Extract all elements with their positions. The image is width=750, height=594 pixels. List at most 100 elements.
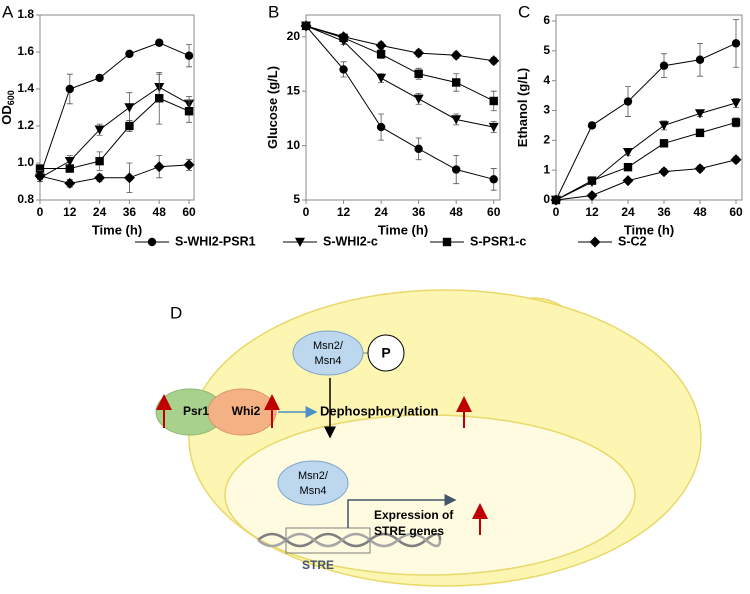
x-tick-label: 60 xyxy=(182,205,196,219)
series-line xyxy=(555,102,737,201)
point xyxy=(34,170,46,182)
point xyxy=(586,190,598,201)
point xyxy=(730,98,742,109)
y-axis-title: Ethanol (g/L) xyxy=(515,68,530,147)
point xyxy=(694,109,706,119)
y-tick-label: 1.4 xyxy=(17,81,34,95)
msn-protein xyxy=(277,460,349,506)
point xyxy=(489,175,498,184)
y-tick-label: 0 xyxy=(543,192,550,206)
y-tick-label: 1 xyxy=(543,162,550,176)
legend-label: S-WHI2-PSR1 xyxy=(175,234,256,248)
series-line xyxy=(305,25,494,128)
y-axis-title-text: OD xyxy=(0,105,14,125)
y-tick-label: 1.6 xyxy=(17,44,34,58)
x-tick-label: 36 xyxy=(657,205,671,219)
series-line xyxy=(555,159,737,201)
y-tick-label: 6 xyxy=(543,13,550,27)
point xyxy=(488,122,499,133)
point xyxy=(124,103,135,113)
dna-strand xyxy=(257,532,442,548)
phosphate xyxy=(367,334,405,372)
point xyxy=(376,122,386,132)
x-tick-label: 0 xyxy=(553,205,560,219)
diagram: D Msn2/ Msn4 P Psr1 Whi2 Dephosphorylati… xyxy=(155,289,702,587)
point xyxy=(64,177,76,189)
point xyxy=(338,31,350,43)
series-line xyxy=(305,25,494,102)
x-axis-title: Time (h) xyxy=(92,222,142,237)
point xyxy=(587,176,597,185)
point xyxy=(659,61,669,70)
point xyxy=(695,55,705,64)
y-axis-title-text: Glucose (g/L) xyxy=(265,66,280,149)
legend-marker xyxy=(442,237,452,247)
x-tick-label: 24 xyxy=(374,205,388,219)
point xyxy=(414,144,423,154)
point xyxy=(550,194,562,206)
point xyxy=(413,47,425,59)
series-line xyxy=(305,25,494,62)
whi2-label: Whi2 xyxy=(232,404,261,418)
point xyxy=(153,161,165,173)
legend-marker xyxy=(589,236,601,248)
x-tick-label: 0 xyxy=(37,205,44,219)
dephosphorylation-label: Dephosphorylation xyxy=(320,403,439,418)
y-tick-label: 15 xyxy=(287,83,301,97)
y-tick-label: 1.0 xyxy=(17,155,34,169)
y-tick-label: 2 xyxy=(543,132,550,146)
x-tick-label: 48 xyxy=(153,205,167,219)
legend-label: S-PSR1-c xyxy=(470,234,526,248)
plot-frame xyxy=(39,14,195,201)
y-tick-label: 3 xyxy=(543,103,550,117)
msn-label: Msn2/ xyxy=(298,470,329,482)
y-axis-title-text: Ethanol (g/L) xyxy=(515,68,530,147)
msn-label: Msn4 xyxy=(300,485,327,497)
point xyxy=(623,162,633,172)
plot-frame xyxy=(555,14,743,201)
point xyxy=(64,156,75,167)
point xyxy=(376,49,386,59)
point xyxy=(94,172,106,184)
point xyxy=(184,51,194,60)
point xyxy=(488,55,500,67)
point xyxy=(65,164,75,173)
panel-label: A xyxy=(2,2,14,21)
point xyxy=(184,107,194,116)
point xyxy=(659,139,669,148)
msn-label: Msn4 xyxy=(315,355,342,367)
x-tick-label: 12 xyxy=(585,205,599,219)
x-tick-label: 36 xyxy=(412,205,426,219)
point xyxy=(125,49,134,59)
x-tick-label: 24 xyxy=(93,205,107,219)
point xyxy=(339,65,348,74)
x-tick-label: 48 xyxy=(693,205,707,219)
stre-box xyxy=(285,527,371,554)
series-line xyxy=(555,121,737,201)
point xyxy=(375,40,387,51)
expression-label: STRE genes xyxy=(374,524,444,538)
msn-label: Msn2/ xyxy=(313,340,344,352)
psr1-label: Psr1 xyxy=(183,404,209,418)
y-tick-label: 1.2 xyxy=(17,118,34,132)
point xyxy=(413,94,424,104)
x-tick-label: 60 xyxy=(487,205,501,219)
point xyxy=(658,121,670,131)
y-axis-title: OD600 xyxy=(0,90,16,125)
point xyxy=(587,121,597,130)
point xyxy=(65,84,75,94)
whi2-protein xyxy=(207,388,277,436)
x-tick-label: 0 xyxy=(303,205,310,219)
arrow xyxy=(347,494,457,528)
legend-label: S-C2 xyxy=(618,234,647,248)
phosphate-label: P xyxy=(381,345,390,361)
expression-label: Expression of xyxy=(374,508,454,522)
x-axis-title: Time (h) xyxy=(378,222,428,237)
series-line xyxy=(40,97,190,170)
legend-marker xyxy=(294,237,306,248)
panel-label: C xyxy=(518,2,530,21)
msn-protein xyxy=(292,330,364,376)
x-axis-title: Time (h) xyxy=(624,222,674,237)
series-line xyxy=(39,164,190,184)
